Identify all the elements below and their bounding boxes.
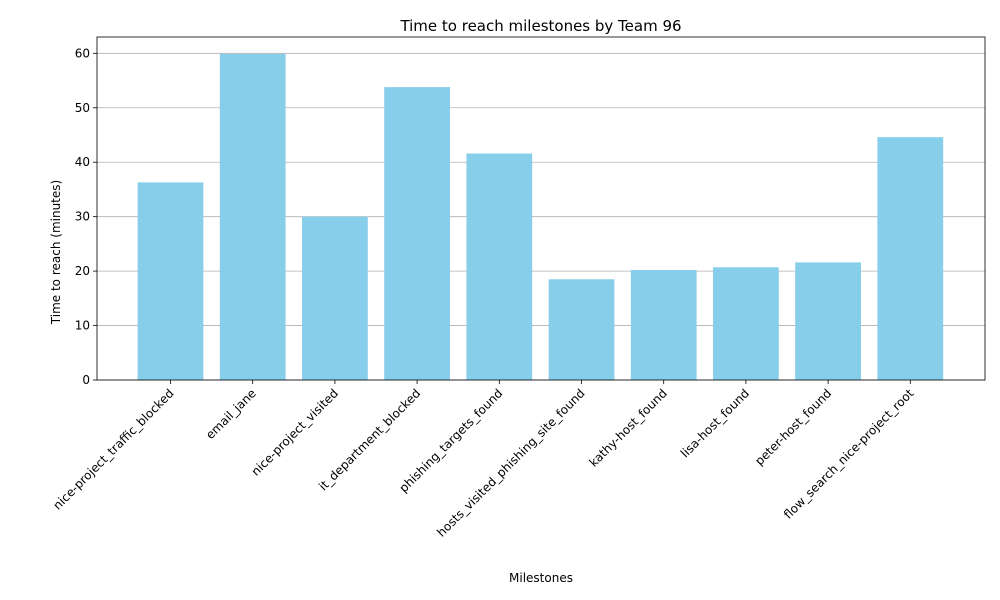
y-tick-label: 60	[75, 46, 90, 60]
y-tick-label: 40	[75, 155, 90, 169]
x-ticks: nice-project_traffic_blocked email_janeni…	[50, 380, 917, 540]
y-tick-label: 20	[75, 264, 90, 278]
bar-nice-project_visited	[302, 216, 368, 380]
y-tick-label: 10	[75, 319, 90, 333]
y-tick-label: 50	[75, 101, 90, 115]
x-tick-label: flow_search_nice-project_root	[781, 386, 917, 522]
x-tick-label: lisa-host_found	[678, 386, 752, 460]
y-ticks: 0 10 20 30 40 50 60	[75, 46, 97, 387]
x-tick-label: nice-project_traffic_blocked	[50, 386, 176, 512]
y-axis-label: Time to reach (minutes)	[49, 180, 63, 325]
y-tick-label: 0	[82, 373, 90, 387]
x-tick-label: peter-host_found	[752, 386, 834, 468]
x-tick-label: email_jane	[203, 386, 259, 442]
chart-title: Time to reach milestones by Team 96	[399, 17, 681, 35]
bar-it_department_blocked	[384, 87, 450, 380]
x-tick-label: hosts_visited_phishing_site_found	[434, 386, 587, 539]
bar-peter-host_found	[795, 262, 861, 380]
x-tick-label: nice-project_visited	[249, 386, 341, 478]
bar-email_jane	[219, 53, 286, 380]
x-tick-label: kathy-host_found	[586, 386, 669, 469]
bar-flow_search_nice-project_root	[877, 137, 944, 380]
y-tick-label: 30	[75, 210, 90, 224]
axes	[96, 36, 986, 381]
bar-phishing_targets_found	[466, 153, 533, 380]
axes-frame	[96, 36, 986, 381]
bar-nice-project_traffic_blocked	[137, 182, 204, 380]
x-axis-label: Milestones	[509, 571, 573, 585]
bar-hosts_visited_phishing_site_found	[548, 279, 615, 380]
bar-lisa-host_found	[713, 267, 779, 380]
bars	[137, 53, 944, 380]
bar-kathy-host_found	[630, 270, 697, 380]
